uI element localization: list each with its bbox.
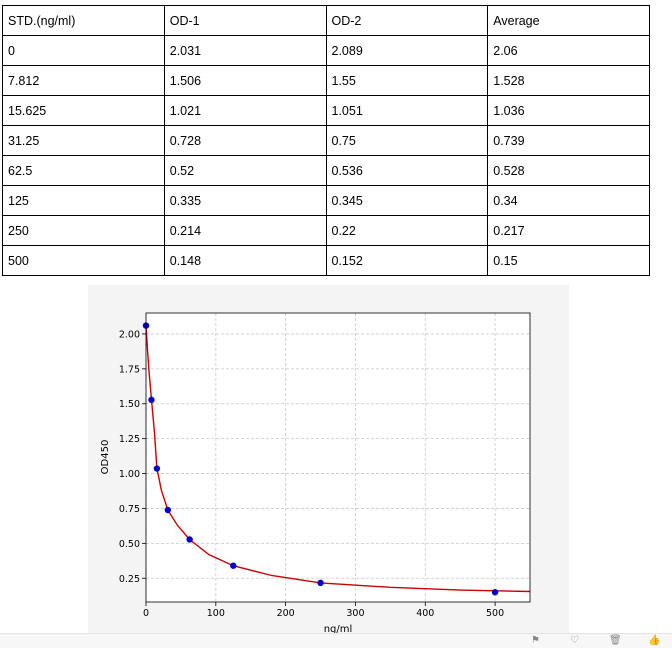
grid-lines [145,313,530,602]
x-tick-label: 0 [143,608,149,619]
flag-icon[interactable]: ⚑ [531,635,540,646]
x-tick-label: 100 [207,608,225,619]
data-point [148,396,155,404]
trash-icon[interactable]: 🗑 [609,635,622,646]
y-tick-label: 0.50 [119,539,140,550]
cell-std: 31.25 [2,125,165,156]
cell-std: 15.625 [2,95,165,126]
table-row: 0 2.031 2.089 2.06 [2,35,650,66]
x-tick-label: 300 [346,608,364,619]
standard-data-table: STD.(ng/ml) OD-1 OD-2 Average 0 2.031 2.08… [2,5,650,276]
header-od1: OD-1 [163,5,327,36]
cell-average: 0.15 [487,245,650,276]
cell-od1: 1.021 [163,95,327,126]
cell-std: 7.812 [2,65,165,96]
cell-od2: 0.345 [325,185,489,216]
cell-od2: 1.55 [325,65,489,96]
table-row: 31.25 0.728 0.75 0.739 [2,125,650,156]
data-point [317,579,324,587]
y-tick-label: 1.50 [119,399,140,410]
cell-od1: 0.728 [163,125,327,156]
y-axis-label: OD450 [100,440,111,475]
cell-std: 62.5 [2,155,165,186]
cell-od1: 0.148 [163,245,327,276]
x-axis-label: ng/ml [324,624,353,635]
cell-od1: 0.52 [163,155,327,186]
data-point [186,536,193,543]
y-tick-label: 0.25 [119,574,140,585]
cell-std: 0 [2,35,165,66]
cell-od2: 0.75 [325,125,489,156]
standard-curve-figure: 0 100 200 300 400 500 0.25 0.50 0.75 1.00 1.25 1.5… [88,285,569,635]
x-tick-label: 200 [277,608,295,619]
y-tick-label: 1.75 [119,364,140,375]
cell-std: 250 [2,215,165,246]
cell-od2: 0.152 [325,245,489,276]
cell-od1: 1.506 [163,65,327,96]
x-tick-label: 500 [486,608,504,619]
table-row: 62.5 0.52 0.536 0.528 [2,155,650,186]
cell-average: 0.34 [487,185,650,216]
bottom-toolbar [0,633,672,648]
y-tick-label: 0.75 [119,504,140,515]
y-axis-ticks: 0.25 0.50 0.75 1.00 1.25 1.50 1.75 2.00 [119,329,146,585]
fit-curve-line [145,325,531,593]
x-tick-label: 400 [416,608,434,619]
table-row: 7.812 1.506 1.55 1.528 [2,65,650,96]
heart-icon[interactable]: ♡ [570,635,579,646]
cell-od2: 2.089 [325,35,489,66]
cell-od2: 1.051 [325,95,489,126]
cell-average: 0.217 [487,215,650,246]
cell-average: 1.528 [487,65,650,96]
cell-od1: 2.031 [163,35,327,66]
table-row: 250 0.214 0.22 0.217 [2,215,650,246]
standard-curve-chart: 0 100 200 300 400 500 0.25 0.50 0.75 1.00 1.25 1.5… [100,312,531,635]
cell-od1: 0.335 [163,185,327,216]
cell-average: 0.739 [487,125,650,156]
data-point [164,506,172,514]
thumb-icon[interactable]: 👍 [648,635,661,646]
plot-frame [145,312,531,603]
table-header-row: STD.(ng/ml) OD-1 OD-2 Average [2,5,650,36]
cell-average: 2.06 [487,35,650,66]
y-tick-label: 1.00 [119,469,140,480]
y-tick-label: 2.00 [119,329,140,340]
data-point [230,562,237,569]
cell-od1: 0.214 [163,215,327,246]
data-points [142,322,499,596]
table-row: 15.625 1.021 1.051 1.036 [2,95,650,126]
cell-std: 500 [2,245,165,276]
data-point [491,589,499,596]
header-std: STD.(ng/ml) [2,5,165,36]
data-point [153,465,161,472]
table-row: 125 0.335 0.345 0.34 [2,185,650,216]
cell-average: 1.036 [487,95,650,126]
header-average: Average [487,5,650,36]
plot-area [146,313,530,602]
table-row: 500 0.148 0.152 0.15 [2,245,650,276]
cell-average: 0.528 [487,155,650,186]
cell-std: 125 [2,185,165,216]
header-od2: OD-2 [325,5,489,36]
x-axis-ticks: 0 100 200 300 400 500 [143,602,504,619]
cell-od2: 0.536 [325,155,489,186]
cell-od2: 0.22 [325,215,489,246]
y-tick-label: 1.25 [119,434,140,445]
